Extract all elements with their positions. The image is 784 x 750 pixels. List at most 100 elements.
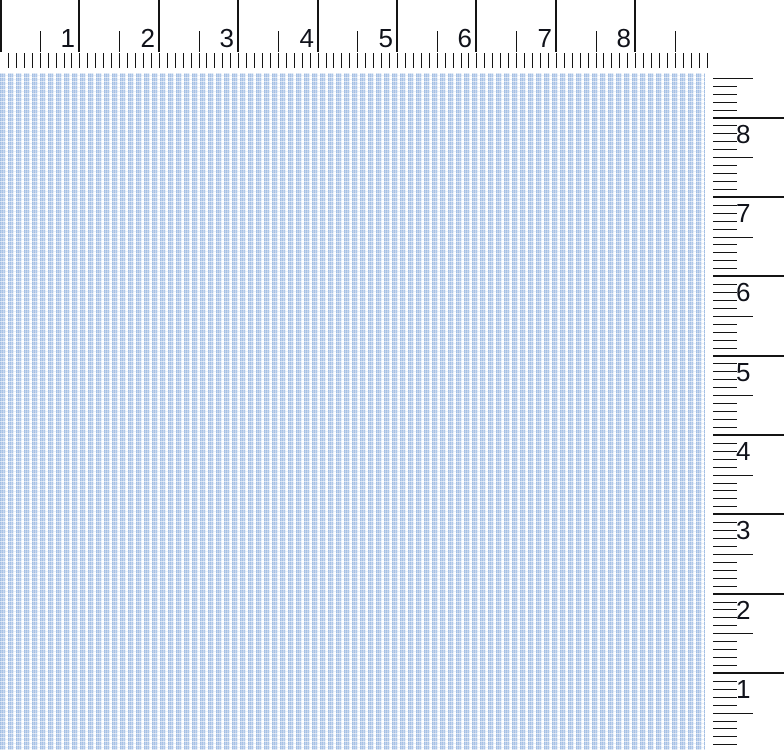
minor-tick-mark <box>278 53 279 68</box>
minor-tick-mark <box>713 125 737 126</box>
minor-tick-mark <box>262 53 263 68</box>
minor-tick-mark <box>627 53 628 68</box>
minor-tick-mark <box>713 149 737 150</box>
minor-tick-mark <box>713 165 737 166</box>
minor-tick-mark <box>572 53 573 68</box>
minor-tick-mark <box>500 53 501 68</box>
minor-tick-mark <box>71 53 72 68</box>
minor-tick-mark <box>713 173 737 174</box>
minor-tick-mark <box>713 419 737 420</box>
inch-label: 5 <box>736 357 751 387</box>
minor-tick-mark <box>713 427 737 428</box>
minor-tick-mark <box>713 332 737 333</box>
minor-tick-mark <box>713 363 737 364</box>
minor-tick-mark <box>40 53 41 68</box>
minor-tick-mark <box>713 213 737 214</box>
inch-label: 1 <box>736 674 751 704</box>
minor-tick-mark <box>713 689 737 690</box>
inch-label: 3 <box>219 23 234 53</box>
inch-label: 2 <box>736 595 751 625</box>
minor-tick-mark <box>492 53 493 68</box>
minor-tick-mark <box>713 483 737 484</box>
half-tick-mark <box>357 31 358 52</box>
minor-tick-mark <box>713 94 737 95</box>
minor-tick-mark <box>596 53 597 68</box>
minor-tick-mark <box>713 110 737 111</box>
minor-tick-mark <box>357 53 358 68</box>
minor-tick-mark <box>508 53 509 68</box>
minor-tick-mark <box>8 53 9 68</box>
half-tick-mark <box>713 316 753 317</box>
minor-tick-mark <box>713 657 737 658</box>
minor-tick-mark <box>635 53 636 68</box>
minor-tick-mark <box>199 53 200 68</box>
minor-tick-mark <box>326 53 327 68</box>
minor-tick-mark <box>667 53 668 68</box>
minor-tick-mark <box>713 387 737 388</box>
half-tick-mark <box>596 31 597 52</box>
minor-tick-mark <box>318 53 319 68</box>
minor-tick-mark <box>659 53 660 68</box>
minor-tick-mark <box>713 371 737 372</box>
minor-tick-mark <box>713 617 737 618</box>
major-tick-mark <box>713 117 784 119</box>
minor-tick-mark <box>24 53 25 68</box>
half-tick-mark <box>40 31 41 52</box>
minor-tick-mark <box>691 53 692 68</box>
minor-tick-mark <box>713 641 737 642</box>
minor-tick-mark <box>713 586 737 587</box>
minor-tick-mark <box>397 53 398 68</box>
minor-tick-mark <box>532 53 533 68</box>
minor-tick-mark <box>381 53 382 68</box>
minor-tick-mark <box>373 53 374 68</box>
minor-tick-mark <box>270 53 271 68</box>
inch-label: 6 <box>457 23 472 53</box>
minor-tick-mark <box>713 86 737 87</box>
minor-tick-mark <box>524 53 525 68</box>
half-tick-mark <box>713 78 753 79</box>
minor-tick-mark <box>713 602 737 603</box>
minor-tick-mark <box>254 53 255 68</box>
major-tick-mark <box>396 0 398 52</box>
minor-tick-mark <box>713 205 737 206</box>
minor-tick-mark <box>32 53 33 68</box>
inch-label: 1 <box>60 23 75 53</box>
minor-tick-mark <box>619 53 620 68</box>
minor-tick-mark <box>476 53 477 68</box>
minor-tick-mark <box>713 728 737 729</box>
minor-tick-mark <box>713 609 737 610</box>
minor-tick-mark <box>230 53 231 68</box>
minor-tick-mark <box>713 681 737 682</box>
major-tick-mark <box>713 513 784 515</box>
minor-tick-mark <box>713 665 737 666</box>
minor-tick-mark <box>713 562 737 563</box>
minor-tick-mark <box>713 530 737 531</box>
minor-tick-mark <box>713 252 737 253</box>
minor-tick-mark <box>238 53 239 68</box>
minor-tick-mark <box>713 459 737 460</box>
minor-tick-mark <box>713 467 737 468</box>
half-tick-mark <box>713 633 753 634</box>
inch-label: 7 <box>537 23 552 53</box>
minor-tick-mark <box>206 53 207 68</box>
minor-tick-mark <box>713 268 737 269</box>
minor-tick-mark <box>713 570 737 571</box>
minor-tick-mark <box>713 102 737 103</box>
minor-tick-mark <box>713 348 737 349</box>
minor-tick-mark <box>713 411 737 412</box>
minor-tick-mark <box>713 625 737 626</box>
minor-tick-mark <box>713 578 737 579</box>
minor-tick-mark <box>95 53 96 68</box>
minor-tick-mark <box>713 649 737 650</box>
minor-tick-mark <box>580 53 581 68</box>
minor-tick-mark <box>389 53 390 68</box>
minor-tick-mark <box>56 53 57 68</box>
minor-tick-mark <box>713 292 737 293</box>
minor-tick-mark <box>294 53 295 68</box>
minor-tick-mark <box>183 53 184 68</box>
minor-tick-mark <box>683 53 684 68</box>
minor-tick-mark <box>713 522 737 523</box>
inch-label: 3 <box>736 515 751 545</box>
minor-tick-mark <box>713 340 737 341</box>
